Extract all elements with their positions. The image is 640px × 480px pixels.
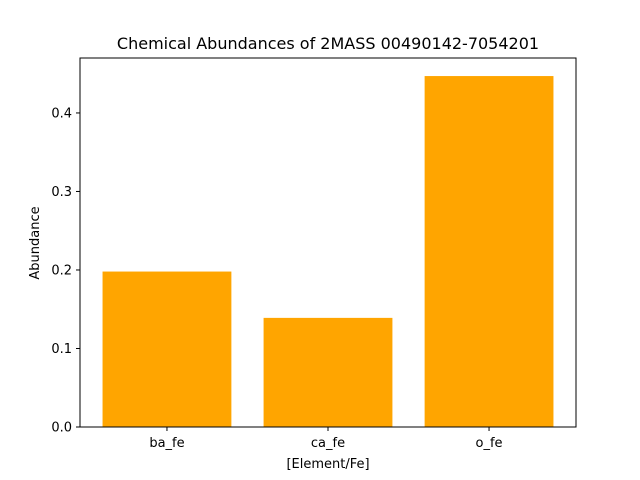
bars-group	[102, 76, 554, 428]
y-axis-label: Abundance	[28, 206, 43, 279]
y-tick-label: 0.4	[51, 106, 72, 121]
x-axis-label: [Element/Fe]	[286, 457, 369, 472]
y-axis-ticks: 0.0 0.1 0.2 0.3 0.4	[51, 106, 80, 436]
y-tick-label: 0.0	[51, 421, 72, 436]
bar-ba_fe	[102, 271, 232, 427]
x-tick-label: ca_fe	[311, 436, 345, 451]
bar-o_fe	[424, 76, 554, 428]
chart-title: Chemical Abundances of 2MASS 00490142-70…	[117, 34, 539, 53]
x-tick-label: ba_fe	[149, 436, 184, 451]
y-tick-label: 0.2	[51, 263, 72, 278]
y-tick-label: 0.3	[51, 185, 72, 200]
y-tick-label: 0.1	[51, 342, 72, 357]
x-axis-ticks: ba_fe ca_fe o_fe	[149, 427, 503, 451]
x-tick-label: o_fe	[476, 436, 503, 451]
bar-ca_fe	[263, 317, 393, 427]
